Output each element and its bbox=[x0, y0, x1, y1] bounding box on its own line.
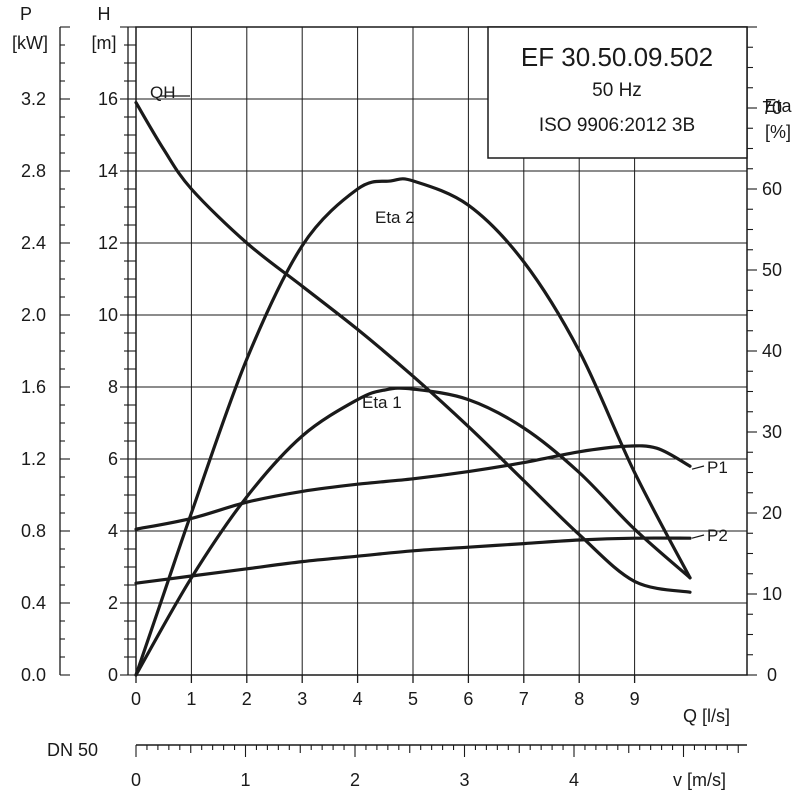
velocity-scale: 0 1 2 3 4 bbox=[131, 744, 747, 790]
series-label-eta1: Eta 1 bbox=[362, 393, 402, 412]
eta-axis-unit: [%] bbox=[765, 122, 791, 142]
eta-tick-label: 50 bbox=[762, 260, 782, 280]
h-tick-label: 6 bbox=[108, 449, 118, 469]
title-box-frame bbox=[487, 26, 748, 159]
series-label-qh: QH bbox=[150, 83, 176, 102]
h-tick-label: 16 bbox=[98, 89, 118, 109]
series-label-p1: P1 bbox=[707, 458, 728, 477]
h-tick-label: 8 bbox=[108, 377, 118, 397]
series-line-eta2 bbox=[134, 177, 692, 677]
p-tick-label: 2.4 bbox=[21, 233, 46, 253]
p-tick-label: 2.8 bbox=[21, 161, 46, 181]
pipe-size-label: DN 50 bbox=[47, 740, 98, 760]
q-axis-label: Q [l/s] bbox=[683, 706, 730, 726]
axes: 0 1 2 3 4 5 6 7 8 902468101214160.00.40.81.21.62.… bbox=[21, 26, 782, 709]
h-tick-label: 12 bbox=[98, 233, 118, 253]
p-tick-label: 0.0 bbox=[21, 665, 46, 685]
velocity-axis-label: v [m/s] bbox=[673, 770, 726, 790]
x-tick-label: 6 bbox=[463, 689, 473, 709]
h-tick-label: 14 bbox=[98, 161, 118, 181]
x-tick-label: 2 bbox=[242, 689, 252, 709]
x-tick-label: 1 bbox=[186, 689, 196, 709]
eta-tick-label: 10 bbox=[762, 584, 782, 604]
x-tick-label: 8 bbox=[574, 689, 584, 709]
eta-tick-label: 40 bbox=[762, 341, 782, 361]
p-axis-unit: [kW] bbox=[12, 33, 48, 53]
x-tick-label: 7 bbox=[519, 689, 529, 709]
eta-axis-label: Eta bbox=[764, 96, 792, 116]
h-tick-label: 0 bbox=[108, 665, 118, 685]
velocity-tick-label: 4 bbox=[569, 770, 579, 790]
series-line-qh bbox=[134, 101, 692, 594]
title-standard: ISO 9906:2012 3B bbox=[539, 115, 695, 136]
series-line-p2 bbox=[134, 536, 692, 585]
eta-tick-label: 0 bbox=[767, 665, 777, 685]
h-tick-label: 2 bbox=[108, 593, 118, 613]
x-tick-label: 5 bbox=[408, 689, 418, 709]
p-tick-label: 2.0 bbox=[21, 305, 46, 325]
x-tick-label: 3 bbox=[297, 689, 307, 709]
p-tick-label: 0.8 bbox=[21, 521, 46, 541]
p-axis-label: P bbox=[20, 4, 32, 24]
series-line-eta1 bbox=[134, 386, 692, 677]
p-tick-label: 3.2 bbox=[21, 89, 46, 109]
velocity-tick-label: 0 bbox=[131, 770, 141, 790]
x-tick-label: 9 bbox=[630, 689, 640, 709]
grid bbox=[136, 27, 747, 675]
curves bbox=[134, 95, 705, 677]
x-tick-label: 0 bbox=[131, 689, 141, 709]
title-frequency: 50 Hz bbox=[592, 80, 642, 101]
series-line-p1 bbox=[134, 444, 692, 531]
eta-tick-label: 30 bbox=[762, 422, 782, 442]
title-box: EF 30.50.09.502 50 Hz ISO 9906:2012 3B bbox=[487, 26, 748, 159]
eta-tick-label: 60 bbox=[762, 179, 782, 199]
p-tick-label: 1.6 bbox=[21, 377, 46, 397]
p-tick-label: 1.2 bbox=[21, 449, 46, 469]
p2-leader bbox=[691, 534, 705, 539]
h-axis-label: H bbox=[98, 4, 111, 24]
eta-tick-label: 70 bbox=[762, 98, 782, 118]
h-tick-label: 10 bbox=[98, 305, 118, 325]
series-label-p2: P2 bbox=[707, 526, 728, 545]
series-label-eta2: Eta 2 bbox=[375, 208, 415, 227]
h-tick-label: 4 bbox=[108, 521, 118, 541]
eta-tick-label: 20 bbox=[762, 503, 782, 523]
velocity-tick-label: 1 bbox=[240, 770, 250, 790]
h-axis-unit: [m] bbox=[92, 33, 117, 53]
title-model: EF 30.50.09.502 bbox=[521, 42, 713, 72]
p-tick-label: 0.4 bbox=[21, 593, 46, 613]
p1-leader bbox=[691, 465, 705, 470]
x-tick-label: 4 bbox=[353, 689, 363, 709]
velocity-tick-label: 3 bbox=[459, 770, 469, 790]
velocity-tick-label: 2 bbox=[350, 770, 360, 790]
